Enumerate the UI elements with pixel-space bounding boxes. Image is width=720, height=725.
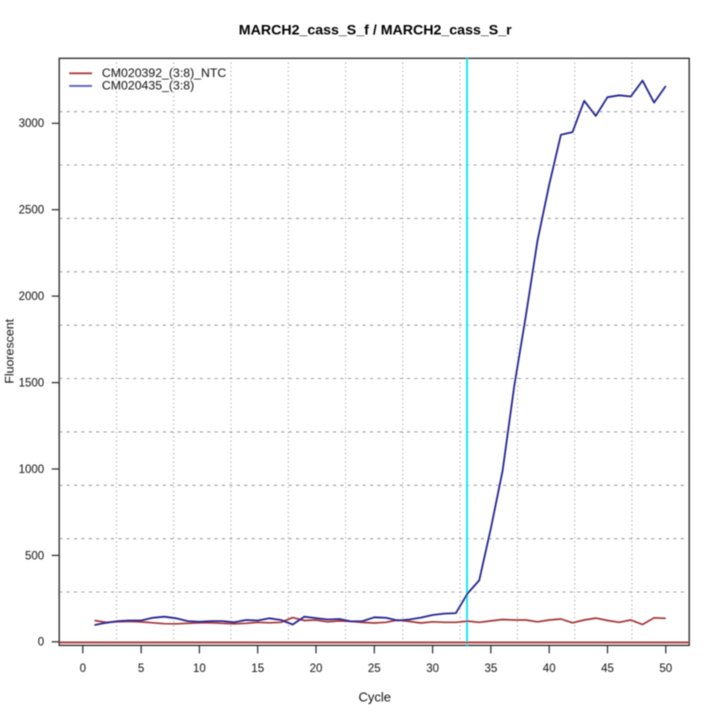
svg-text:5: 5 (138, 663, 144, 675)
svg-text:Cycle: Cycle (359, 690, 392, 705)
svg-text:25: 25 (368, 663, 381, 675)
svg-text:30: 30 (426, 663, 439, 675)
svg-text:45: 45 (601, 663, 614, 675)
svg-text:CM020435_(3:8): CM020435_(3:8) (102, 79, 194, 93)
svg-text:35: 35 (485, 663, 498, 675)
svg-text:1500: 1500 (19, 378, 45, 390)
svg-text:40: 40 (543, 663, 556, 675)
svg-text:50: 50 (659, 663, 672, 675)
svg-text:0: 0 (38, 637, 44, 649)
svg-text:0: 0 (80, 663, 86, 675)
svg-text:10: 10 (193, 663, 206, 675)
svg-text:Fluorescent: Fluorescent (3, 318, 17, 383)
svg-text:15: 15 (251, 663, 264, 675)
svg-text:500: 500 (25, 550, 44, 562)
svg-text:3000: 3000 (19, 118, 45, 130)
svg-text:2500: 2500 (19, 205, 45, 217)
svg-text:2000: 2000 (19, 291, 45, 303)
svg-text:20: 20 (310, 663, 323, 675)
svg-text:1000: 1000 (19, 464, 45, 476)
svg-text:MARCH2_cass_S_f / MARCH2_cass_: MARCH2_cass_S_f / MARCH2_cass_S_r (239, 23, 512, 39)
svg-text:CM020392_(3:8)_NTC: CM020392_(3:8)_NTC (102, 66, 227, 80)
